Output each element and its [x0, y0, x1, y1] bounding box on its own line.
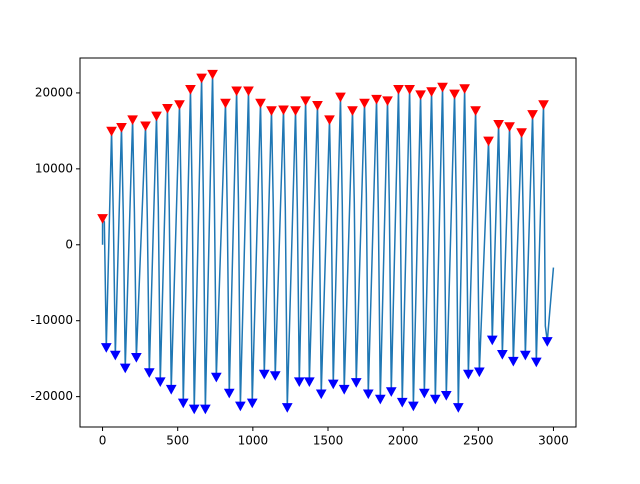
y-tick-label: -10000 — [30, 313, 73, 327]
marker — [100, 343, 112, 353]
marker — [538, 100, 549, 110]
x-tick-label: 1000 — [238, 434, 269, 448]
marker — [312, 100, 323, 111]
marker — [154, 377, 166, 387]
marker — [97, 214, 108, 224]
y-tick-label: 10000 — [35, 161, 73, 175]
marker — [426, 87, 437, 97]
marker — [396, 397, 408, 408]
marker — [235, 401, 246, 412]
marker — [507, 356, 519, 367]
marker — [418, 388, 430, 399]
marker — [504, 122, 515, 132]
marker — [408, 401, 419, 412]
marker — [304, 377, 315, 387]
marker — [220, 98, 231, 109]
marker — [200, 404, 211, 415]
marker — [374, 394, 386, 405]
marker — [266, 106, 277, 116]
marker — [497, 350, 508, 360]
marker — [385, 387, 397, 397]
y-tick-label: 0 — [65, 237, 73, 251]
x-tick-label: 2500 — [463, 434, 494, 448]
marker — [315, 389, 327, 400]
marker — [258, 369, 270, 380]
marker — [530, 357, 542, 368]
marker — [119, 363, 131, 374]
marker — [188, 404, 200, 415]
marker — [140, 121, 151, 132]
marker — [231, 86, 242, 97]
marker — [196, 73, 207, 84]
marker — [255, 98, 266, 109]
marker — [449, 89, 460, 100]
marker — [516, 128, 527, 138]
marker — [470, 106, 481, 116]
marker — [131, 353, 142, 363]
marker — [290, 106, 301, 116]
x-tick-label: 2000 — [388, 434, 419, 448]
marker — [519, 350, 531, 361]
marker — [185, 85, 196, 95]
marker — [278, 105, 289, 116]
marker — [143, 368, 155, 378]
data-line — [101, 73, 555, 410]
marker — [207, 69, 218, 80]
y-tick-label: 20000 — [35, 85, 73, 99]
marker — [404, 85, 415, 95]
marker — [483, 136, 494, 147]
marker — [246, 398, 258, 409]
marker — [165, 384, 177, 395]
marker — [151, 111, 162, 122]
marker — [486, 335, 498, 346]
x-tick-label: 500 — [166, 434, 189, 448]
marker — [174, 100, 185, 110]
marker — [527, 110, 538, 120]
marker — [327, 379, 339, 390]
marker — [362, 389, 374, 400]
marker — [293, 377, 305, 387]
marker — [415, 90, 426, 100]
marker — [541, 337, 553, 347]
marker — [452, 403, 464, 413]
marker — [177, 398, 189, 409]
y-tick-label: -20000 — [30, 389, 73, 403]
marker — [359, 98, 370, 109]
marker — [493, 119, 504, 130]
marker — [243, 86, 254, 97]
marker — [210, 372, 222, 383]
marker — [429, 394, 441, 405]
marker — [300, 96, 311, 107]
marker — [109, 350, 121, 361]
marker — [437, 82, 448, 93]
marker — [371, 94, 382, 105]
marker — [440, 391, 452, 401]
marker — [463, 369, 474, 380]
marker — [459, 84, 470, 94]
marker — [116, 122, 127, 133]
marker — [281, 403, 293, 413]
marker — [269, 371, 281, 381]
x-tick-label: 1500 — [313, 434, 344, 448]
marker — [338, 384, 350, 395]
marker — [324, 115, 335, 126]
x-tick-label: 3000 — [538, 434, 569, 448]
marker — [162, 104, 173, 114]
marker — [335, 92, 346, 103]
marker — [474, 367, 485, 378]
marker — [382, 96, 393, 107]
marker — [393, 85, 404, 95]
marker — [347, 106, 358, 116]
x-tick-label: 0 — [99, 434, 107, 448]
marker — [106, 126, 117, 137]
marker — [127, 115, 138, 126]
marker — [350, 378, 362, 388]
marker — [223, 388, 235, 399]
